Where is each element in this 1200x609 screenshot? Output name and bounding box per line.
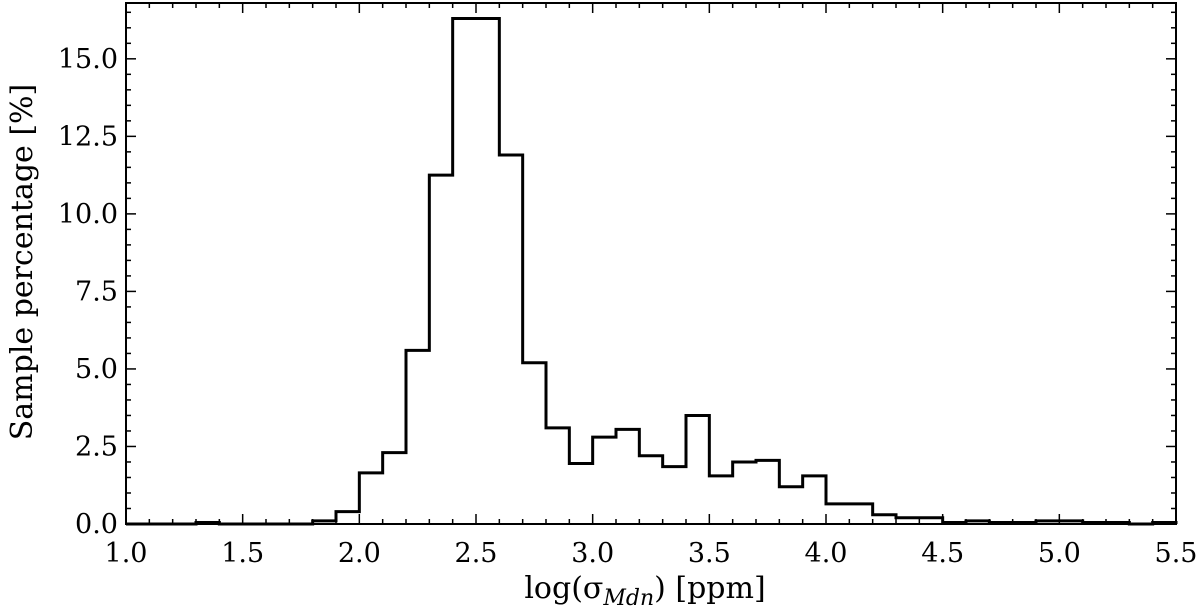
histogram-bar	[336, 512, 359, 524]
histogram-bar	[476, 19, 499, 524]
x-axis-label-suffix: ) [ppm]	[654, 571, 766, 606]
histogram-bar	[499, 155, 522, 524]
x-tick-label: 3.5	[688, 538, 731, 569]
x-tick-label: 4.5	[921, 538, 964, 569]
x-axis-label: log(σMdn) [ppm]	[524, 571, 765, 609]
histogram-bar	[709, 476, 732, 524]
histogram-step-line	[126, 17, 1178, 526]
histogram-bar	[569, 464, 592, 524]
histogram-bar	[663, 467, 686, 524]
y-axis-label: Sample percentage [%]	[5, 84, 40, 441]
x-axis-label-subscript: Mdn	[602, 586, 654, 609]
histogram-bar	[803, 476, 826, 524]
bars-layer	[126, 17, 1178, 526]
x-tick-label: 2.5	[455, 538, 498, 569]
histogram-bar	[733, 462, 756, 524]
y-tick-label: 15.0	[58, 44, 118, 75]
x-tick-label: 1.0	[105, 538, 148, 569]
y-tick-label: 5.0	[75, 354, 118, 385]
histogram-bar	[849, 504, 872, 524]
histogram-bar	[546, 428, 569, 524]
plot-frame	[125, 2, 1177, 525]
y-tick-label: 0.0	[75, 509, 118, 540]
ticks-layer	[125, 3, 1177, 525]
histogram-bar	[616, 429, 639, 524]
x-tick-label: 4.0	[805, 538, 848, 569]
x-tick-label: 1.5	[221, 538, 264, 569]
histogram-bar	[686, 415, 709, 524]
y-tick-label: 2.5	[75, 431, 118, 462]
y-tick-label: 10.0	[58, 199, 118, 230]
x-tick-label: 2.0	[338, 538, 381, 569]
histogram-bar	[383, 453, 406, 524]
histogram-bar	[826, 504, 849, 524]
y-tick-label: 7.5	[75, 276, 118, 307]
x-tick-label: 3.0	[571, 538, 614, 569]
tick-labels-layer: 1.0 1.5 2.0 2.5 3.0 3.5 4.0 4.5 5.0 5.5 0.0 2.5 5.0 7…	[58, 44, 1198, 569]
x-axis-label-prefix: log(σ	[524, 571, 603, 606]
y-tick-label: 12.5	[58, 121, 118, 152]
histogram-bar	[406, 350, 429, 524]
histogram-bar	[756, 460, 779, 524]
histogram-bar	[593, 437, 616, 524]
histogram-bar	[523, 363, 546, 524]
histogram-bar	[779, 487, 802, 524]
histogram-bar	[429, 175, 452, 524]
histogram-bar	[639, 456, 662, 524]
x-tick-label: 5.0	[1038, 538, 1081, 569]
x-tick-label: 5.5	[1155, 538, 1198, 569]
histogram-bar	[359, 473, 382, 524]
histogram-bar	[453, 19, 476, 524]
